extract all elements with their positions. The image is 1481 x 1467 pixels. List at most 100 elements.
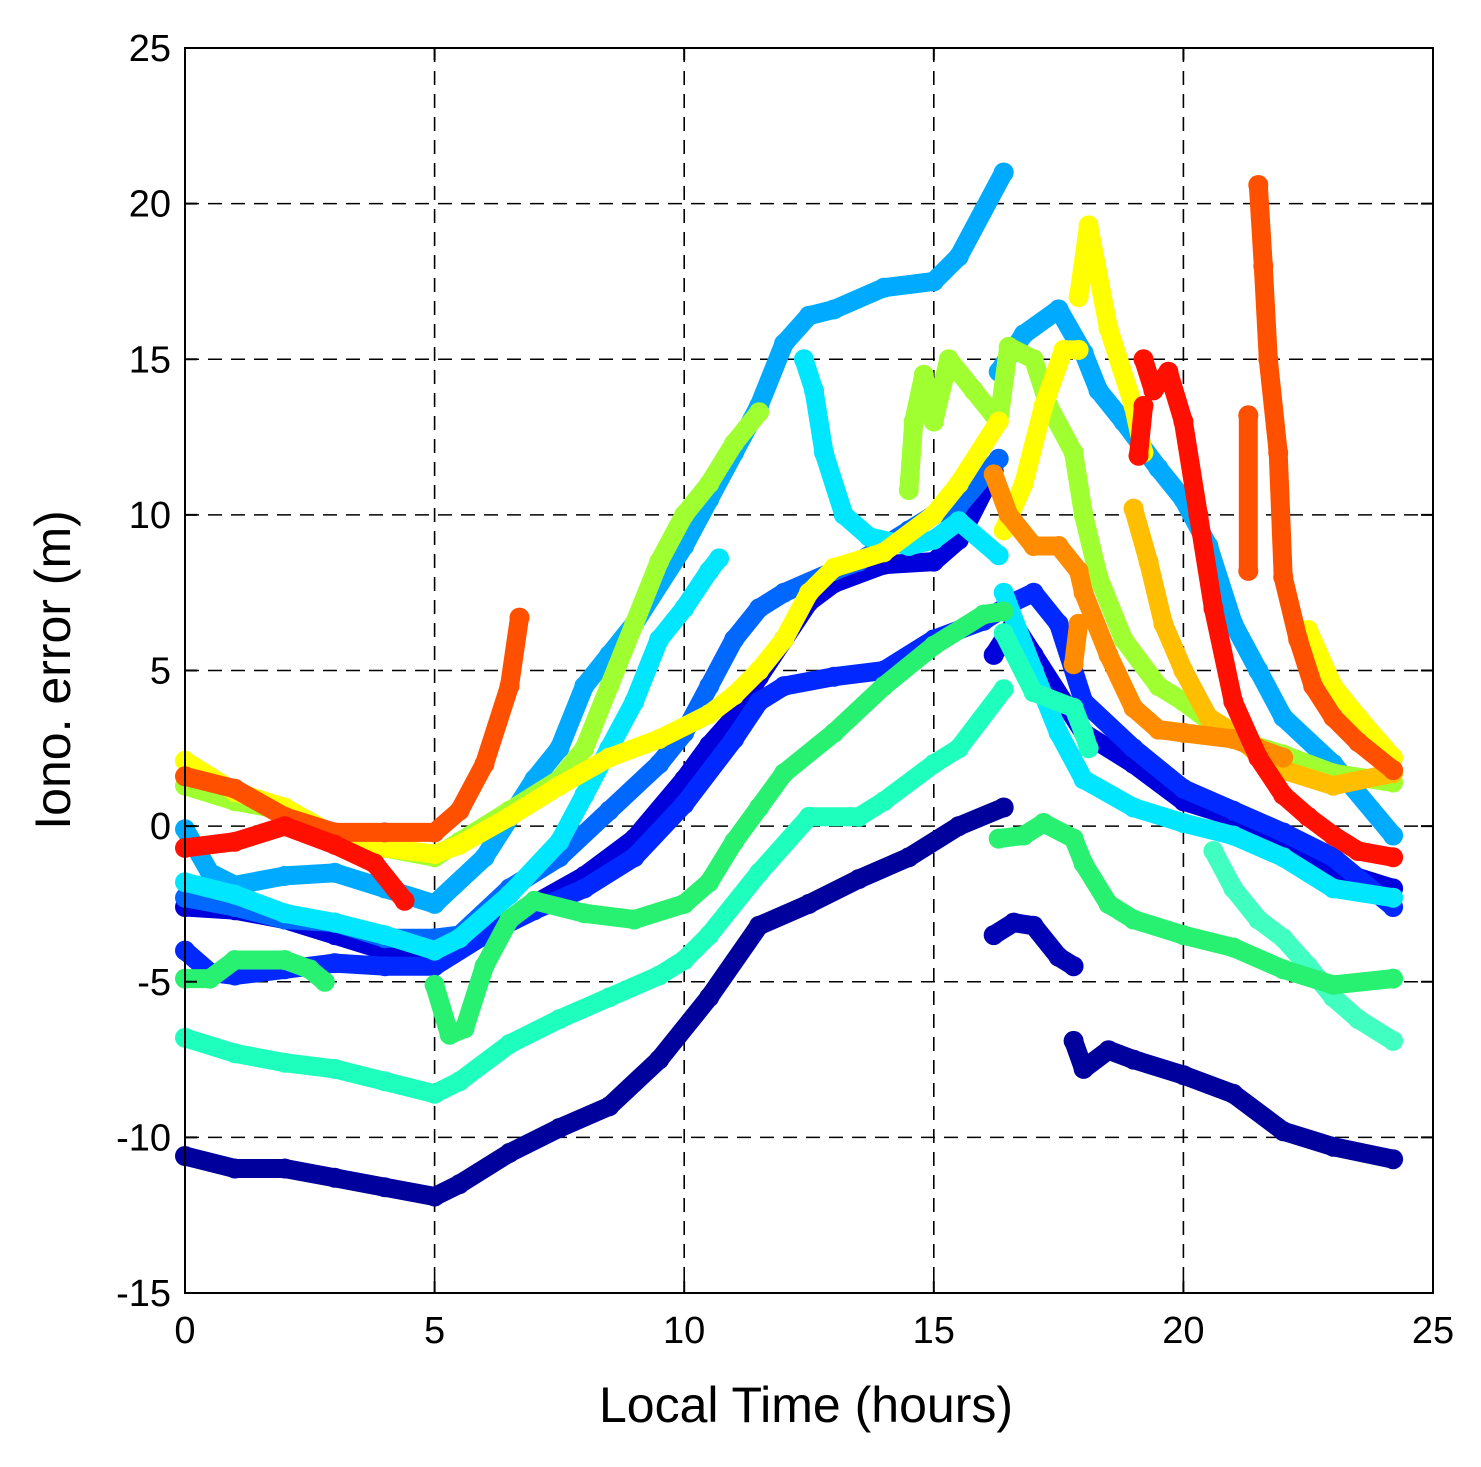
data-point xyxy=(873,542,894,563)
data-point xyxy=(1068,613,1089,634)
data-point xyxy=(274,950,295,970)
data-point xyxy=(1013,324,1034,345)
series-s6b xyxy=(794,349,1009,566)
data-point xyxy=(804,380,824,401)
data-point xyxy=(1323,707,1344,728)
data-point xyxy=(649,965,670,986)
data-point xyxy=(274,903,295,924)
data-point xyxy=(374,1177,395,1198)
y-tick-label: 15 xyxy=(129,339,171,381)
data-point xyxy=(1063,442,1084,463)
data-point xyxy=(324,953,345,974)
data-point xyxy=(699,676,720,697)
data-point xyxy=(1173,778,1194,799)
data-point xyxy=(1063,828,1084,849)
data-point xyxy=(873,676,894,697)
data-point xyxy=(1003,912,1024,933)
data-point xyxy=(1073,722,1094,743)
data-point xyxy=(749,691,770,712)
data-point xyxy=(1348,707,1369,728)
data-point xyxy=(799,582,819,603)
data-point xyxy=(724,433,745,454)
data-point xyxy=(1273,847,1294,868)
data-point xyxy=(454,1018,475,1039)
data-point xyxy=(424,844,445,865)
series-s8 xyxy=(175,950,335,992)
data-point xyxy=(624,909,645,930)
data-point xyxy=(699,987,720,1008)
data-point xyxy=(948,246,969,267)
data-point xyxy=(224,1158,245,1179)
series-line xyxy=(175,608,529,842)
data-point xyxy=(1323,825,1344,846)
data-point xyxy=(923,551,944,572)
data-point xyxy=(1173,813,1194,833)
data-point xyxy=(1143,380,1164,401)
data-point xyxy=(824,299,844,320)
data-point xyxy=(424,1083,445,1104)
data-point xyxy=(649,753,670,774)
data-point xyxy=(1348,1009,1369,1030)
data-point xyxy=(1298,806,1319,827)
y-tick-label: -5 xyxy=(137,962,171,1004)
series-s7 xyxy=(175,679,1014,1104)
data-point xyxy=(324,912,345,933)
data-point xyxy=(599,1096,620,1117)
data-point xyxy=(873,791,894,812)
data-point xyxy=(1273,747,1294,768)
data-point xyxy=(824,557,844,578)
y-axis-label: Iono. error (m) xyxy=(25,510,81,830)
data-point xyxy=(998,336,1019,357)
data-point xyxy=(749,402,770,423)
data-point xyxy=(499,806,520,827)
data-point xyxy=(1098,893,1119,914)
data-point xyxy=(649,551,670,572)
y-tick-label: -15 xyxy=(116,1273,171,1315)
data-point xyxy=(988,828,1009,849)
data-point xyxy=(1073,582,1094,603)
data-point xyxy=(1248,747,1269,768)
data-point xyxy=(913,364,934,385)
data-point xyxy=(1123,909,1144,930)
data-point xyxy=(709,548,730,569)
data-point xyxy=(799,893,819,914)
data-point xyxy=(574,903,595,924)
data-point xyxy=(474,847,495,868)
data-point xyxy=(1248,660,1269,681)
data-point xyxy=(674,893,695,914)
data-point xyxy=(1063,697,1084,718)
data-point xyxy=(1223,613,1244,634)
data-point xyxy=(224,1043,245,1064)
data-point xyxy=(898,847,919,868)
x-tick-label: 25 xyxy=(1412,1310,1454,1352)
data-point xyxy=(499,884,520,905)
data-point xyxy=(988,545,1009,566)
data-point xyxy=(449,1174,470,1195)
data-point xyxy=(1323,1136,1344,1157)
data-point xyxy=(923,271,944,292)
data-point xyxy=(923,753,944,774)
data-point xyxy=(274,1052,295,1073)
data-point xyxy=(549,1009,570,1030)
data-point xyxy=(1173,660,1194,681)
data-point xyxy=(1113,629,1134,650)
series-s10b xyxy=(993,339,1089,541)
data-point xyxy=(898,480,919,500)
data-point xyxy=(983,644,1004,665)
data-point xyxy=(474,956,495,977)
data-point xyxy=(993,623,1014,644)
data-point xyxy=(848,869,869,889)
data-point xyxy=(599,987,620,1008)
data-point xyxy=(1248,175,1269,195)
data-point xyxy=(1023,682,1044,703)
data-point xyxy=(923,635,944,656)
data-point xyxy=(1153,613,1174,634)
data-point xyxy=(1023,915,1044,936)
data-point xyxy=(449,834,470,855)
data-point xyxy=(993,582,1014,603)
data-point xyxy=(993,797,1014,818)
data-point xyxy=(699,704,720,725)
data-point xyxy=(1133,395,1154,416)
data-point xyxy=(1273,928,1294,949)
